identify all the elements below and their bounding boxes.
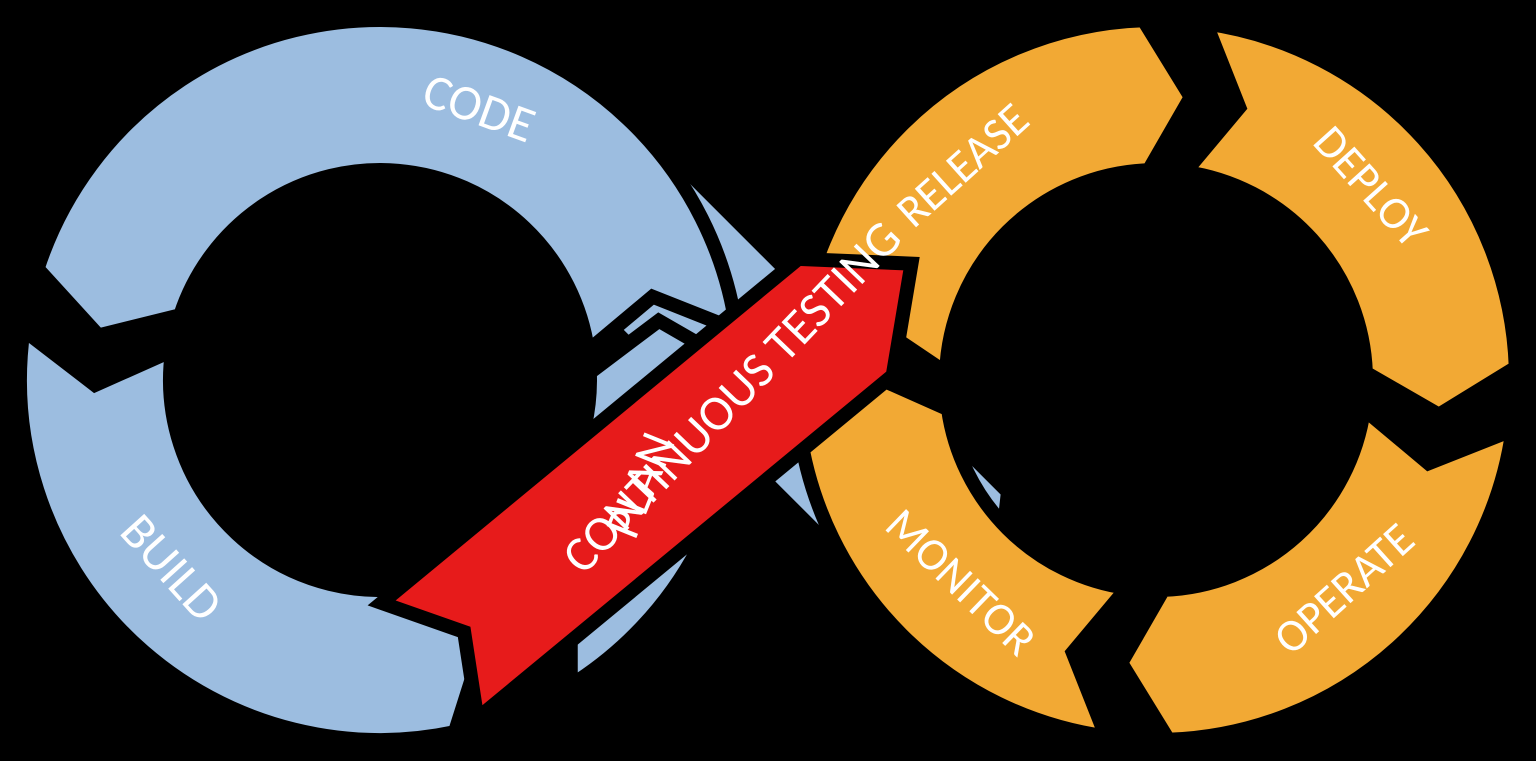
devops-infinity-loop: CODEBUILDPLANRELEASEDEPLOYOPERATEMONITOR… (0, 0, 1536, 761)
segment-build (20, 330, 482, 740)
segment-deploy (1185, 24, 1516, 415)
segment-code (38, 20, 737, 351)
